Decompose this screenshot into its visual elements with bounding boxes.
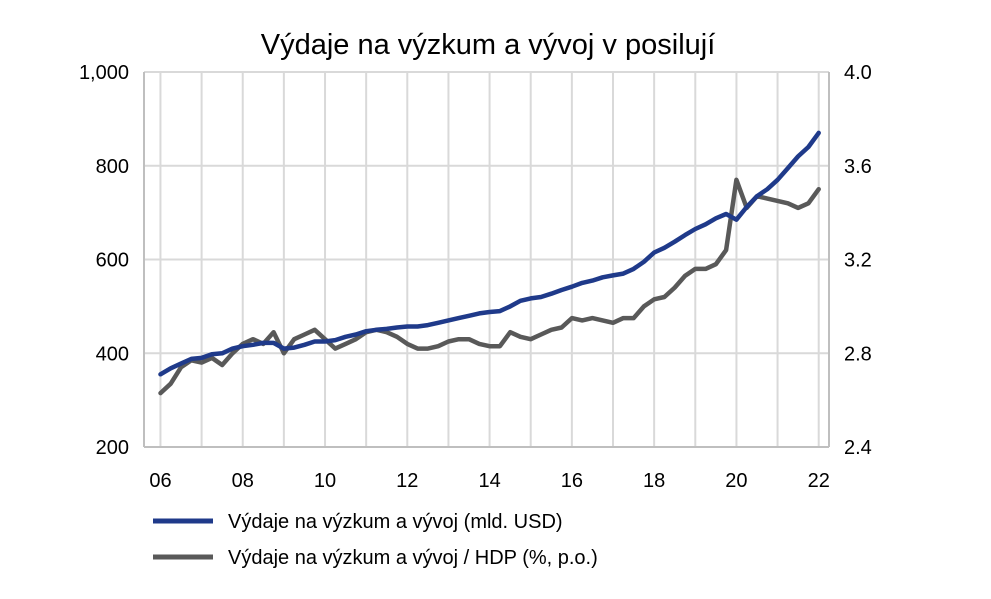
x-tick-label: 14: [478, 470, 500, 492]
x-tick-label: 20: [725, 470, 747, 492]
x-tick-label: 06: [149, 470, 171, 492]
series-line-rd-usd: [158, 130, 821, 377]
y2-tick-label: 3.2: [844, 250, 872, 272]
y-tick-label: 800: [96, 156, 129, 178]
y2-tick-label: 2.4: [844, 437, 872, 459]
y2-tick-label: 4.0: [844, 62, 872, 84]
x-tick-label: 08: [232, 470, 254, 492]
y2-tick-label: 3.6: [844, 156, 872, 178]
series-layer: [158, 130, 821, 396]
y-tick-label: 400: [96, 343, 129, 365]
y-axis-left: 200 400 600 800 1,000: [79, 62, 129, 459]
legend-label-rd-gdp: Výdaje na výzkum a vývoj / HDP (%, p.o.): [228, 547, 598, 569]
y-tick-label: 600: [96, 250, 129, 272]
x-tick-label: 22: [808, 470, 830, 492]
legend-label-rd-usd: Výdaje na výzkum a vývoj (mld. USD): [228, 511, 563, 533]
y-axis-right: 2.4 2.8 3.2 3.6 4.0: [844, 62, 872, 459]
y-tick-label: 1,000: [79, 62, 129, 84]
x-tick-label: 10: [314, 470, 336, 492]
x-tick-label: 12: [396, 470, 418, 492]
x-axis: 06 08 10 12 14 16 18 20 22: [149, 470, 830, 492]
chart-title: Výdaje na výzkum a vývoj v posilují: [261, 29, 716, 61]
x-tick-label: 18: [643, 470, 665, 492]
legend: Výdaje na výzkum a vývoj (mld. USD) Výda…: [153, 511, 598, 569]
plot-frame: [143, 72, 830, 448]
y2-tick-label: 2.8: [844, 343, 872, 365]
y-tick-label: 200: [96, 437, 129, 459]
gridlines: [144, 71, 829, 448]
series-line-rd-gdp: [158, 177, 821, 396]
x-tick-label: 16: [561, 470, 583, 492]
